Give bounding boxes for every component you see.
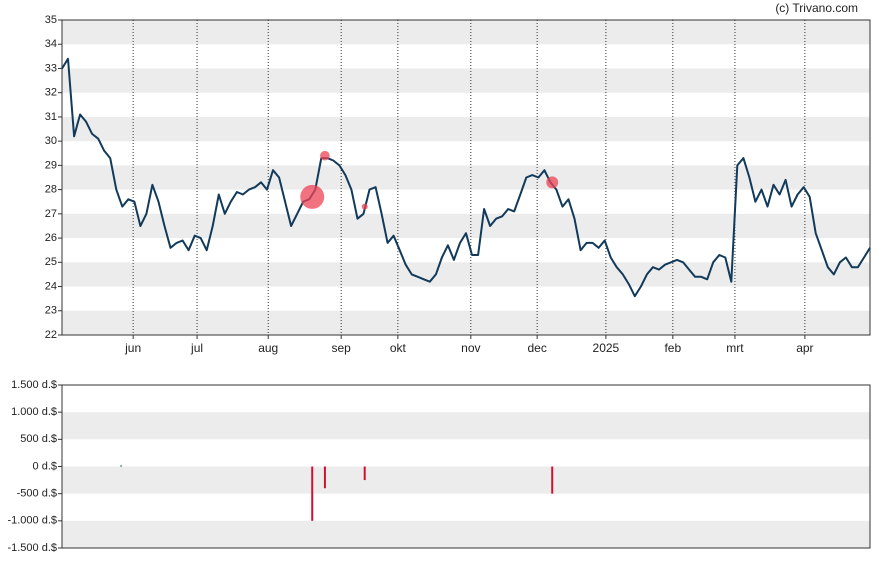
trade-bubble — [546, 176, 559, 189]
trade-bubble — [320, 150, 330, 161]
y-tick-label: 1.000 d.$ — [11, 406, 57, 418]
x-tick-label: nov — [461, 341, 480, 355]
grid-band — [62, 310, 870, 335]
y-tick-label: 29 — [45, 159, 57, 171]
price-line — [61, 57, 871, 298]
grid-band — [62, 520, 870, 548]
y-tick-label: -1.500 d.$ — [7, 542, 57, 554]
plot-frame — [61, 384, 871, 549]
plot-frame — [61, 19, 871, 336]
grid-band — [62, 262, 870, 287]
trade-bubble — [300, 184, 325, 209]
x-tick-label: 2025 — [593, 341, 620, 355]
x-tick-label: okt — [390, 341, 407, 355]
x-tick-label: apr — [796, 341, 813, 355]
x-tick-label: jul — [190, 341, 203, 355]
y-tick-label: 33 — [45, 62, 57, 74]
grid-band — [62, 412, 870, 440]
y-tick-label: 24 — [45, 280, 57, 292]
y-tick-label: 500 d.$ — [20, 433, 57, 445]
x-tick-label: sep — [332, 341, 352, 355]
trade-bar — [363, 466, 366, 481]
y-tick-label: 23 — [45, 305, 57, 317]
y-tick-label: 26 — [45, 232, 57, 244]
trade-bar — [323, 466, 326, 489]
grid-band — [62, 68, 870, 93]
y-tick-label: 32 — [45, 87, 57, 99]
grid-band — [62, 116, 870, 142]
y-tick-label: 31 — [45, 111, 57, 123]
y-tick-label: -1.000 d.$ — [7, 515, 57, 527]
y-tick-label: 28 — [45, 184, 57, 196]
x-tick-label: feb — [664, 341, 681, 355]
x-tick-label: dec — [527, 341, 546, 355]
x-tick-label: jun — [124, 341, 141, 355]
y-tick-label: -500 d.$ — [17, 488, 57, 500]
y-tick-label: 22 — [45, 329, 57, 341]
trade-bar — [120, 465, 123, 467]
y-tick-label: 0 d.$ — [33, 460, 57, 472]
credit: (c) Trivano.com — [775, 1, 858, 15]
grid-band — [62, 20, 870, 45]
x-tick-label: mrt — [726, 341, 744, 355]
y-tick-label: 30 — [45, 135, 57, 147]
x-tick-label: aug — [258, 341, 278, 355]
trade-bubble — [361, 203, 368, 210]
y-tick-label: 35 — [45, 14, 57, 26]
y-tick-label: 27 — [45, 208, 57, 220]
trade-bar — [551, 466, 554, 494]
y-tick-label: 34 — [45, 38, 57, 50]
grid-band — [62, 466, 870, 494]
trade-bar — [311, 466, 314, 521]
y-tick-label: 1.500 d.$ — [11, 379, 57, 391]
y-tick-label: 25 — [45, 256, 57, 268]
